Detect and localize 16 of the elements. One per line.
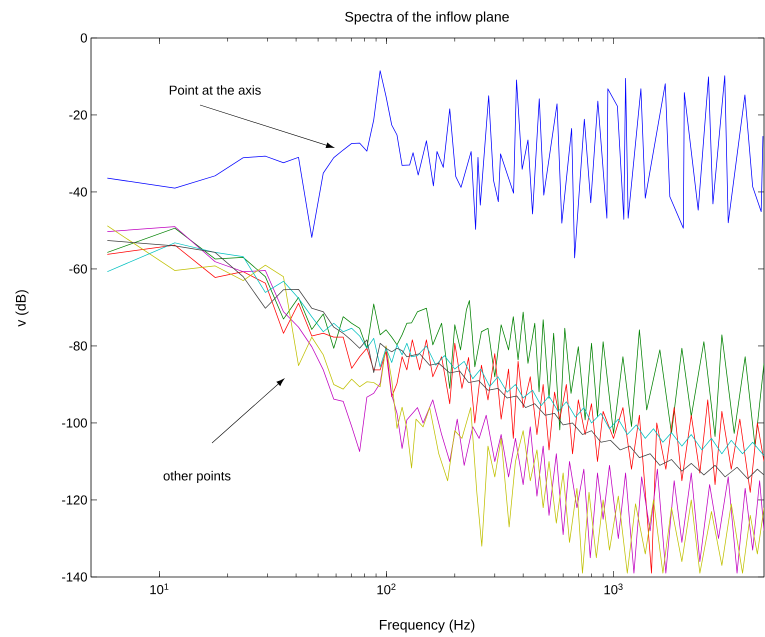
y-tick-label: -20 (69, 110, 87, 120)
y-tick-label: -140 (62, 572, 87, 582)
y-axis-title: v (dB) (15, 290, 29, 327)
x-tick-label: 10$^{2}$ (377, 584, 396, 594)
x-tick-label: 10$^{1}$ (150, 584, 168, 594)
y-tick-label: -40 (69, 187, 87, 197)
y-tick-label: -100 (62, 418, 87, 428)
annotation: other points (164, 470, 230, 484)
annotation: Point at the axis (170, 85, 261, 95)
y-tick-label: -60 (69, 264, 87, 274)
y-tick-label: 0 (80, 33, 87, 43)
x-tick-label: 10$^{3}$ (604, 584, 623, 594)
chart-title: Spectra of the inflow plane (345, 11, 509, 25)
x-axis-title: Frequency (Hz) (380, 619, 474, 633)
y-tick-label: -120 (62, 495, 87, 505)
y-tick-label: -80 (69, 341, 87, 351)
